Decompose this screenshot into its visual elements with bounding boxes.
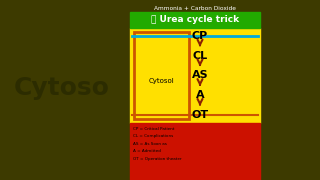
Text: AS = As Soon as: AS = As Soon as [133, 142, 167, 146]
Text: AS: AS [192, 71, 208, 80]
Text: Cytoso: Cytoso [14, 76, 110, 100]
Text: Ammonia + Carbon Dioxide: Ammonia + Carbon Dioxide [154, 6, 236, 10]
Bar [130, 123, 260, 180]
Text: 🌱 Urea cycle trick: 🌱 Urea cycle trick [151, 15, 239, 24]
Text: CP = Critical Patient: CP = Critical Patient [133, 127, 174, 131]
Text: OT: OT [191, 110, 209, 120]
Bar [130, 12, 260, 28]
Bar [130, 28, 260, 123]
Text: A = Admitted: A = Admitted [133, 150, 161, 154]
Text: CL: CL [192, 51, 208, 61]
Text: A: A [196, 90, 204, 100]
Text: OT = Operation theater: OT = Operation theater [133, 157, 182, 161]
Bar [134, 32, 189, 119]
Text: CL = Complications: CL = Complications [133, 134, 173, 138]
Text: Cytosol: Cytosol [148, 78, 174, 84]
Text: CP: CP [192, 31, 208, 41]
